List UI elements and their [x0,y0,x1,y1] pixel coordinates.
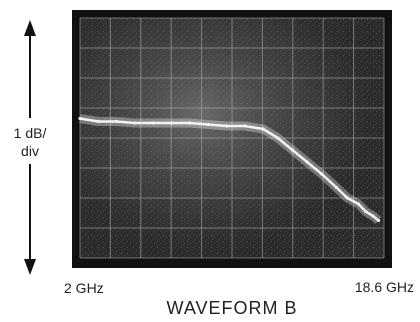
trace-point [320,172,324,176]
trace-point [364,209,368,214]
trace-point [290,148,294,152]
trace-point [371,214,375,218]
trace-point [206,122,210,127]
trace-point [276,136,280,140]
trace-point [243,124,247,128]
trace-point [376,218,381,223]
y-axis-label-line2: div [21,143,39,159]
trace-point [115,119,119,124]
scope-screen [72,10,392,268]
trace-point [96,119,100,124]
trace-layer [78,114,382,224]
y-label-backdrop [6,118,54,164]
x-start-label: 2 GHz [64,280,104,296]
screen-grid [79,17,385,259]
trace-point [151,121,155,125]
trace-point [305,160,309,164]
x-end-label: 18.6 GHz [355,279,414,295]
trace-point [78,116,82,121]
trace-point [356,202,360,206]
trace-point [188,121,192,125]
trace-point [334,185,338,190]
trace-point [261,127,265,131]
trace-point [133,121,137,125]
trace-point [224,124,229,128]
chart-title: WAVEFORM B [167,298,298,318]
y-axis-label-line1: 1 dB/ [14,125,47,141]
trace-point [345,196,349,200]
trace-point [170,121,174,125]
